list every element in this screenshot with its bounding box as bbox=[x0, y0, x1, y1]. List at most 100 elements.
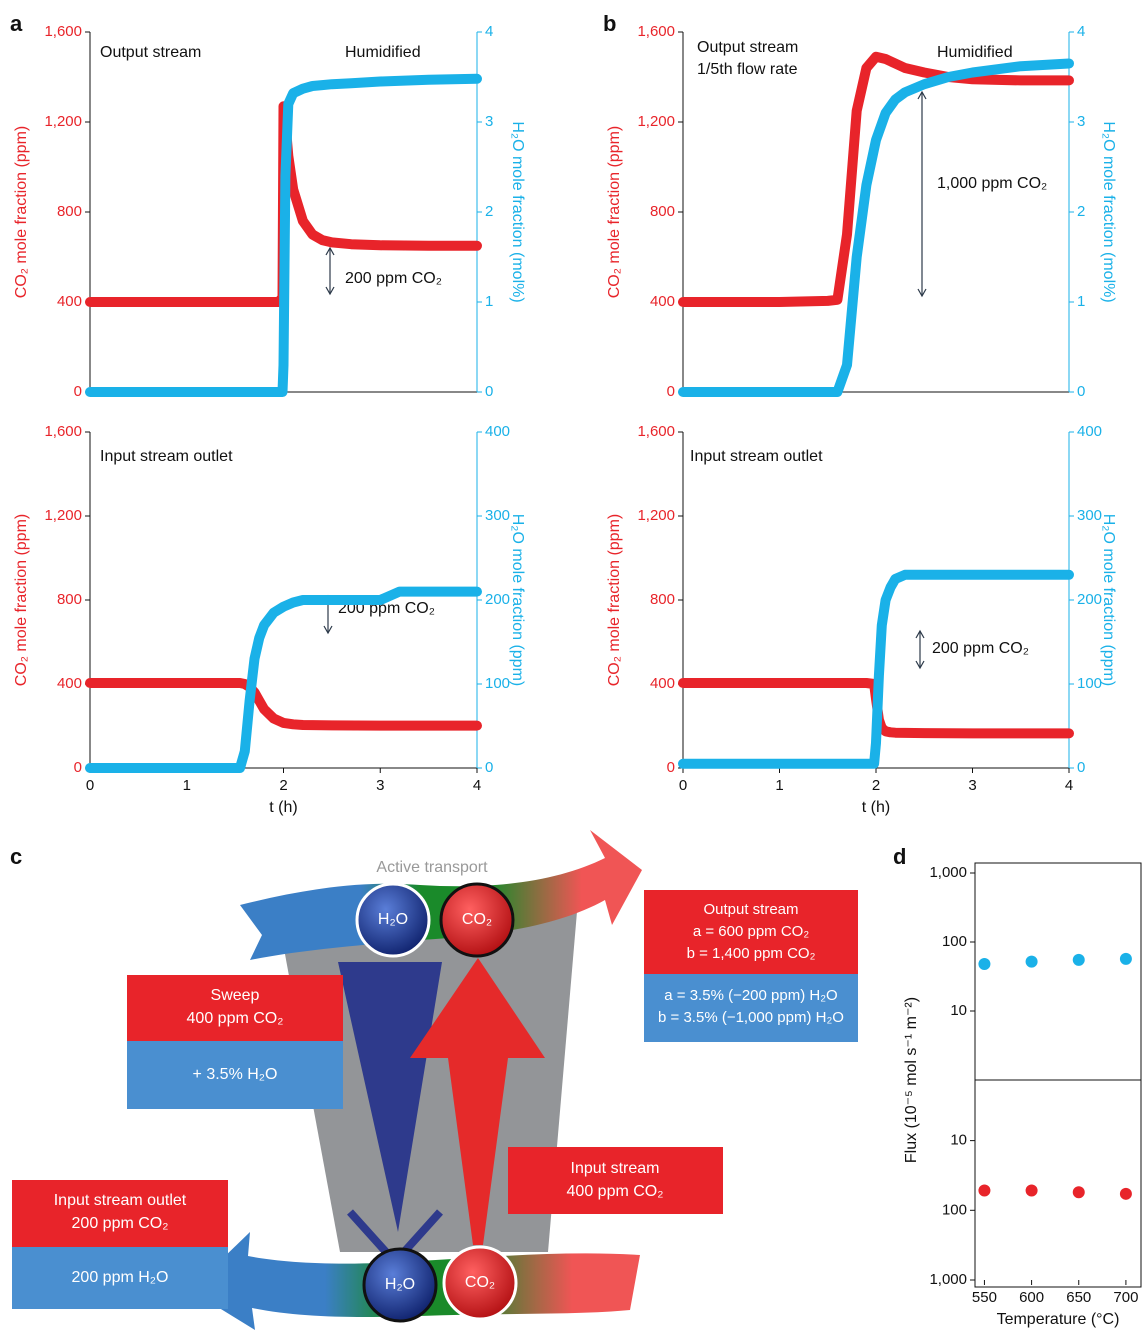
box-text: 200 ppm H₂O bbox=[72, 1269, 169, 1286]
y2-tick-label: 4 bbox=[1077, 23, 1085, 40]
data-point bbox=[1073, 1186, 1085, 1198]
y2-tick-label: 3 bbox=[1077, 113, 1085, 130]
box-text: 400 ppm CO₂ bbox=[187, 1010, 284, 1027]
y-axis-label: CO₂ mole fraction (ppm) bbox=[606, 514, 623, 686]
x-tick-label: 1 bbox=[775, 777, 783, 794]
y2-tick-label: 0 bbox=[485, 383, 493, 400]
x-tick-label: 600 bbox=[1019, 1289, 1044, 1306]
y-tick-label: 400 bbox=[650, 675, 675, 692]
x-tick-label: 550 bbox=[972, 1289, 997, 1306]
data-point bbox=[1026, 1185, 1038, 1197]
box-text: Input stream bbox=[571, 1160, 660, 1177]
y-tick-label: 10 bbox=[950, 1002, 967, 1019]
diagram-title: Active transport bbox=[376, 859, 488, 876]
x-axis-label: Temperature (°C) bbox=[997, 1311, 1120, 1328]
data-point bbox=[1073, 954, 1085, 966]
y-tick-label: 0 bbox=[74, 759, 82, 776]
x-tick-label: 0 bbox=[86, 777, 94, 794]
data-point bbox=[978, 958, 990, 970]
y-tick-label: 400 bbox=[650, 293, 675, 310]
annotation: Humidified bbox=[937, 44, 1013, 61]
x-tick-label: 3 bbox=[968, 777, 976, 794]
y2-tick-label: 0 bbox=[1077, 759, 1085, 776]
annotation: 1/5th flow rate bbox=[697, 61, 798, 78]
box-text: + 3.5% H₂O bbox=[193, 1066, 278, 1083]
data-point bbox=[1120, 1188, 1132, 1200]
y2-tick-label: 100 bbox=[1077, 675, 1102, 692]
y2-tick-label: 200 bbox=[1077, 591, 1102, 608]
box-text: 400 ppm CO₂ bbox=[567, 1183, 664, 1200]
y-tick-label: 1,600 bbox=[637, 423, 675, 440]
box-text: 200 ppm CO₂ bbox=[72, 1215, 169, 1232]
molecule-label: H₂O bbox=[378, 911, 408, 928]
y2-axis-label: H₂O mole fraction (mol%) bbox=[509, 121, 526, 302]
y-axis-label: CO₂ mole fraction (ppm) bbox=[606, 126, 623, 298]
box-text: b = 3.5% (−1,000 ppm) H₂O bbox=[658, 1009, 844, 1026]
data-line bbox=[90, 683, 477, 726]
y-tick-label: 1,200 bbox=[44, 507, 82, 524]
y2-tick-label: 200 bbox=[485, 591, 510, 608]
data-line bbox=[683, 64, 1069, 393]
y-axis-label: Flux (10⁻⁵ mol s⁻¹ m⁻²) bbox=[903, 997, 920, 1163]
page: {"panel_labels": ["a", "b", "c", "d"], "… bbox=[0, 0, 1142, 1334]
y-tick-label: 400 bbox=[57, 675, 82, 692]
y2-tick-label: 1 bbox=[485, 293, 493, 310]
y-tick-label: 400 bbox=[57, 293, 82, 310]
axes-frame bbox=[975, 863, 1141, 1080]
y-tick-label: 1,000 bbox=[929, 1271, 967, 1288]
y2-tick-label: 300 bbox=[485, 507, 510, 524]
y-tick-label: 1,600 bbox=[637, 23, 675, 40]
box-text: Input stream outlet bbox=[54, 1192, 187, 1209]
box-text: a = 3.5% (−200 ppm) H₂O bbox=[664, 987, 837, 1004]
y-tick-label: 0 bbox=[667, 383, 675, 400]
y2-tick-label: 3 bbox=[485, 113, 493, 130]
molecule-label: H₂O bbox=[385, 1276, 415, 1293]
y2-tick-label: 1 bbox=[1077, 293, 1085, 310]
x-tick-label: 2 bbox=[872, 777, 880, 794]
x-tick-label: 4 bbox=[1065, 777, 1073, 794]
data-point bbox=[978, 1185, 990, 1197]
y2-axis-label: H₂O mole fraction (mol%) bbox=[1100, 121, 1117, 302]
molecule-label: CO₂ bbox=[462, 911, 492, 928]
y2-tick-label: 400 bbox=[1077, 423, 1102, 440]
data-point bbox=[1026, 956, 1038, 968]
diagram: H₂O CO₂ H₂O CO₂ Active transport Output … bbox=[12, 830, 858, 1330]
y2-tick-label: 2 bbox=[485, 203, 493, 220]
y-tick-label: 10 bbox=[950, 1132, 967, 1149]
panel-label: c bbox=[10, 844, 22, 869]
box-text: Output stream bbox=[703, 901, 798, 918]
y2-tick-label: 300 bbox=[1077, 507, 1102, 524]
annotation: Input stream outlet bbox=[100, 448, 233, 465]
y-axis-label: CO₂ mole fraction (ppm) bbox=[13, 126, 30, 298]
y2-tick-label: 2 bbox=[1077, 203, 1085, 220]
x-tick-label: 3 bbox=[376, 777, 384, 794]
annotation: Input stream outlet bbox=[690, 448, 823, 465]
y-tick-label: 1,200 bbox=[637, 507, 675, 524]
axes-frame bbox=[975, 1080, 1141, 1287]
data-point bbox=[1120, 953, 1132, 965]
y-tick-label: 0 bbox=[74, 383, 82, 400]
x-axis-label: t (h) bbox=[269, 799, 297, 816]
x-tick-label: 0 bbox=[679, 777, 687, 794]
box-text: Sweep bbox=[211, 987, 260, 1004]
y-tick-label: 800 bbox=[650, 591, 675, 608]
y-tick-label: 1,200 bbox=[44, 113, 82, 130]
x-tick-label: 4 bbox=[473, 777, 481, 794]
annotation: Humidified bbox=[345, 44, 421, 61]
info-box bbox=[12, 1180, 228, 1247]
y2-tick-label: 0 bbox=[1077, 383, 1085, 400]
annotation: 1,000 ppm CO₂ bbox=[937, 175, 1047, 192]
y-axis-label: CO₂ mole fraction (ppm) bbox=[13, 514, 30, 686]
y-tick-label: 100 bbox=[942, 933, 967, 950]
y-tick-label: 0 bbox=[667, 759, 675, 776]
x-tick-label: 1 bbox=[183, 777, 191, 794]
data-line bbox=[90, 79, 477, 392]
box-text: b = 1,400 ppm CO₂ bbox=[687, 945, 816, 962]
x-tick-label: 700 bbox=[1113, 1289, 1138, 1306]
info-box bbox=[508, 1147, 723, 1214]
y-tick-label: 1,600 bbox=[44, 423, 82, 440]
annotation: Output stream bbox=[100, 44, 201, 61]
y-tick-label: 1,200 bbox=[637, 113, 675, 130]
x-axis-label: t (h) bbox=[862, 799, 890, 816]
y-tick-label: 800 bbox=[57, 203, 82, 220]
